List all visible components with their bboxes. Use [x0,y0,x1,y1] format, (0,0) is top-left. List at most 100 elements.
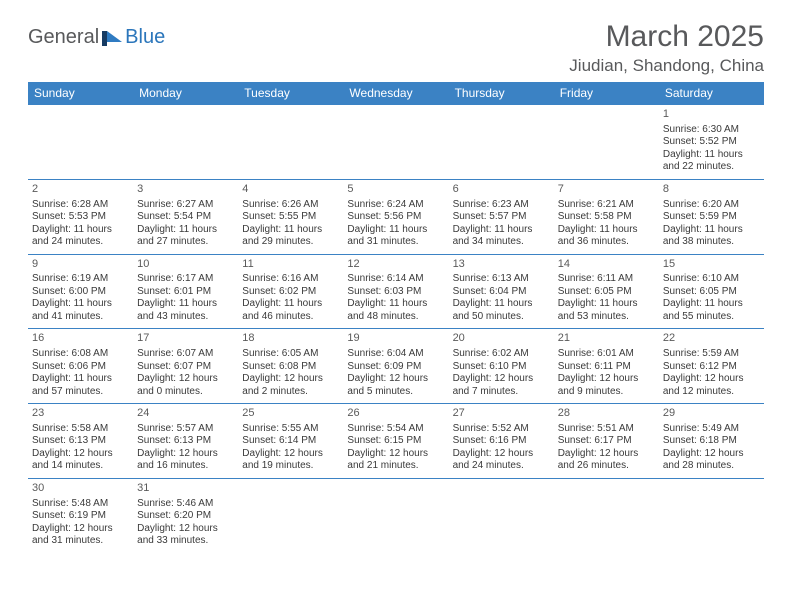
day-number: 1 [663,108,760,122]
table-row: 2Sunrise: 6:28 AMSunset: 5:53 PMDaylight… [28,179,764,254]
day-detail: Sunset: 5:59 PM [663,211,760,224]
day-detail: Daylight: 12 hours [558,448,655,461]
day-detail: Daylight: 11 hours [453,224,550,237]
day-number: 16 [32,332,129,346]
day-number: 6 [453,183,550,197]
page-title: March 2025 [569,20,764,54]
day-detail: Sunrise: 5:57 AM [137,423,234,436]
day-detail: Sunrise: 6:08 AM [32,348,129,361]
day-detail: and 53 minutes. [558,311,655,324]
day-detail: and 24 minutes. [453,460,550,473]
day-detail: Sunset: 6:06 PM [32,361,129,374]
day-number: 4 [242,183,339,197]
day-cell [238,105,343,180]
day-detail: Daylight: 12 hours [32,523,129,536]
day-cell: 4Sunrise: 6:26 AMSunset: 5:55 PMDaylight… [238,179,343,254]
table-row: 30Sunrise: 5:48 AMSunset: 6:19 PMDayligh… [28,478,764,552]
weekday-header: Sunday [28,82,133,105]
day-number: 3 [137,183,234,197]
day-detail: and 57 minutes. [32,386,129,399]
day-detail: and 22 minutes. [663,161,760,174]
day-detail: Sunset: 6:08 PM [242,361,339,374]
day-detail: Daylight: 12 hours [347,448,444,461]
day-cell [449,105,554,180]
day-detail: Daylight: 11 hours [558,298,655,311]
day-detail: and 31 minutes. [347,236,444,249]
day-detail: Sunrise: 6:14 AM [347,273,444,286]
day-detail: Daylight: 11 hours [32,224,129,237]
day-detail: Daylight: 11 hours [347,224,444,237]
day-number: 15 [663,258,760,272]
day-detail: and 27 minutes. [137,236,234,249]
day-number: 28 [558,407,655,421]
day-detail: Sunrise: 5:48 AM [32,498,129,511]
day-cell: 24 Sunrise: 5:57 AMSunset: 6:13 PMDayligh… [133,404,238,479]
day-cell [343,105,448,180]
day-detail: and 50 minutes. [453,311,550,324]
day-detail: Daylight: 11 hours [558,224,655,237]
weekday-header: Tuesday [238,82,343,105]
day-detail: Daylight: 12 hours [242,373,339,386]
weekday-header: Saturday [659,82,764,105]
day-detail: Sunset: 6:19 PM [32,510,129,523]
day-detail: Daylight: 12 hours [137,448,234,461]
day-detail: Sunrise: 6:17 AM [137,273,234,286]
day-detail: Sunrise: 6:20 AM [663,199,760,212]
day-number: 24 [137,407,234,421]
day-detail: Sunset: 5:52 PM [663,136,760,149]
day-detail: Sunrise: 6:02 AM [453,348,550,361]
day-detail: Sunset: 6:13 PM [137,435,234,448]
flag-icon [101,29,123,47]
day-detail: Sunset: 6:11 PM [558,361,655,374]
day-number: 30 [32,482,129,496]
day-number: 9 [32,258,129,272]
day-cell [554,105,659,180]
day-detail: and 5 minutes. [347,386,444,399]
calendar-body: 1Sunrise: 6:30 AMSunset: 5:52 PMDaylight… [28,105,764,553]
day-detail: Sunset: 6:05 PM [558,286,655,299]
day-detail: Sunrise: 6:24 AM [347,199,444,212]
day-cell [28,105,133,180]
day-cell: 8Sunrise: 6:20 AMSunset: 5:59 PMDaylight… [659,179,764,254]
day-detail: and 19 minutes. [242,460,339,473]
day-detail: and 2 minutes. [242,386,339,399]
day-detail: Sunrise: 5:54 AM [347,423,444,436]
day-detail: and 43 minutes. [137,311,234,324]
location: Jiudian, Shandong, China [569,56,764,76]
day-cell: 26Sunrise: 5:54 AMSunset: 6:15 PMDayligh… [343,404,448,479]
day-detail: and 12 minutes. [663,386,760,399]
logo-text-general: General [28,26,99,49]
day-cell: 16Sunrise: 6:08 AMSunset: 6:06 PMDayligh… [28,329,133,404]
day-detail: and 38 minutes. [663,236,760,249]
day-detail: Sunrise: 6:21 AM [558,199,655,212]
day-detail: Daylight: 11 hours [663,149,760,162]
day-cell [343,478,448,552]
day-detail: Sunset: 6:00 PM [32,286,129,299]
day-detail: Daylight: 12 hours [137,523,234,536]
day-detail: Sunrise: 5:46 AM [137,498,234,511]
day-cell: 17Sunrise: 6:07 AMSunset: 6:07 PMDayligh… [133,329,238,404]
day-cell: 9Sunrise: 6:19 AMSunset: 6:00 PMDaylight… [28,254,133,329]
day-detail: and 0 minutes. [137,386,234,399]
day-detail: Sunset: 6:14 PM [242,435,339,448]
day-cell: 19Sunrise: 6:04 AMSunset: 6:09 PMDayligh… [343,329,448,404]
title-block: March 2025 Jiudian, Shandong, China [569,20,764,76]
day-detail: and 21 minutes. [347,460,444,473]
day-detail: and 24 minutes. [32,236,129,249]
header: General Blue March 2025 Jiudian, Shandon… [28,20,764,76]
day-detail: and 7 minutes. [453,386,550,399]
day-cell: 1Sunrise: 6:30 AMSunset: 5:52 PMDaylight… [659,105,764,180]
day-number: 26 [347,407,444,421]
day-cell: 6Sunrise: 6:23 AMSunset: 5:57 PMDaylight… [449,179,554,254]
day-detail: Sunset: 6:09 PM [347,361,444,374]
day-number: 14 [558,258,655,272]
day-detail: Sunrise: 6:05 AM [242,348,339,361]
day-detail: Daylight: 12 hours [137,373,234,386]
table-row: 9Sunrise: 6:19 AMSunset: 6:00 PMDaylight… [28,254,764,329]
day-detail: and 55 minutes. [663,311,760,324]
day-number: 7 [558,183,655,197]
day-detail: and 16 minutes. [137,460,234,473]
weekday-header: Monday [133,82,238,105]
day-cell [238,478,343,552]
day-detail: and 31 minutes. [32,535,129,548]
